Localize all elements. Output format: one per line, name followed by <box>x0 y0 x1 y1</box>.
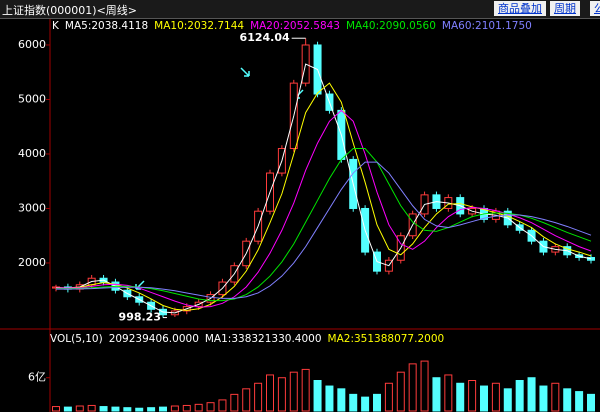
volume-bar <box>159 406 167 412</box>
volume-bar <box>254 382 263 412</box>
volume-bar <box>480 385 488 412</box>
legend-entry: MA20:2052.5843 <box>250 20 340 32</box>
trough-annotation: 998.23 <box>119 311 161 324</box>
legend-entry: MA2:351388077.2000 <box>327 333 445 345</box>
title-bar: 上证指数(000001)<周线> 商品叠加 周期 公 <box>0 0 600 19</box>
volume-bar <box>456 382 465 412</box>
volume-bar <box>170 405 179 412</box>
volume-bar <box>361 396 370 412</box>
arrow-icon <box>240 67 250 77</box>
volume-bar <box>587 393 595 412</box>
volume-bar <box>313 380 322 412</box>
volume-bar <box>206 402 215 412</box>
window-title: 上证指数(000001)<周线> <box>2 4 138 17</box>
legend-entry: MA5:2038.4118 <box>64 20 149 32</box>
legend-entry: MA40:2090.0560 <box>345 20 436 32</box>
legend-entry: MA60:2101.1750 <box>441 20 532 32</box>
legend-entry: 209239406.0000 <box>108 333 199 345</box>
overlay-button[interactable]: 商品叠加 <box>494 1 546 16</box>
volume-bar <box>384 382 393 412</box>
volume-bar <box>194 403 203 412</box>
volume-bar <box>575 391 584 412</box>
legend-entry: MA1:338321330.4000 <box>204 333 322 345</box>
volume-bar <box>515 380 524 412</box>
price-legend: K MA5:2038.4118 MA10:2032.7144 MA20:2052.58… <box>52 20 538 32</box>
y-tick-label: 6亿 <box>28 371 46 384</box>
volume-bar <box>87 404 96 412</box>
volume-bar <box>491 382 500 412</box>
volume-bar <box>563 388 572 412</box>
formula-button[interactable]: 公 <box>590 1 600 16</box>
y-tick-label: 2000 <box>18 256 46 269</box>
legend-entry: MA10:2032.7144 <box>154 20 245 32</box>
volume-bar <box>527 377 536 412</box>
volume-bar <box>337 388 346 412</box>
volume-legend: VOL(5,10) 209239406.0000 MA1:338321330.400… <box>50 333 450 345</box>
volume-bar <box>289 371 298 412</box>
ma-line <box>55 63 592 314</box>
peak-annotation: 6124.04 <box>240 31 290 44</box>
volume-bar <box>432 377 441 412</box>
ma-line <box>55 82 592 311</box>
volume-bar <box>135 407 144 412</box>
volume-bar <box>218 399 227 412</box>
volume-bar <box>75 405 84 412</box>
volume-bar <box>396 371 405 412</box>
volume-bar <box>551 382 560 412</box>
volume-bar <box>230 393 239 412</box>
legend-entry: VOL(5,10) <box>50 333 103 345</box>
volume-bar <box>147 407 156 412</box>
ma-line <box>56 109 592 308</box>
volume-bar <box>539 385 548 412</box>
volume-bar <box>63 406 72 412</box>
volume-bar <box>420 360 429 412</box>
volume-bar <box>349 393 358 412</box>
volume-bar <box>408 363 417 412</box>
volume-bar <box>277 377 286 412</box>
y-tick-label: 3000 <box>18 201 46 214</box>
volume-bar <box>99 406 108 412</box>
volume-bar <box>182 404 191 412</box>
period-button[interactable]: 周期 <box>550 1 580 16</box>
volume-bar <box>242 388 251 412</box>
volume-bar <box>503 388 512 412</box>
legend-prefix: K <box>52 20 59 32</box>
volume-bar <box>123 407 132 412</box>
y-tick-label: 4000 <box>18 147 46 160</box>
volume-bar <box>111 406 120 412</box>
volume-bar <box>52 406 60 412</box>
volume-bar <box>325 385 334 412</box>
volume-bar <box>468 380 477 412</box>
volume-bar <box>373 393 381 412</box>
ma-line <box>56 161 592 299</box>
volume-bar <box>444 374 453 412</box>
volume-bar <box>266 374 274 412</box>
y-tick-label: 5000 <box>18 92 46 105</box>
y-tick-label: 6000 <box>18 38 46 51</box>
volume-bar <box>301 368 310 412</box>
